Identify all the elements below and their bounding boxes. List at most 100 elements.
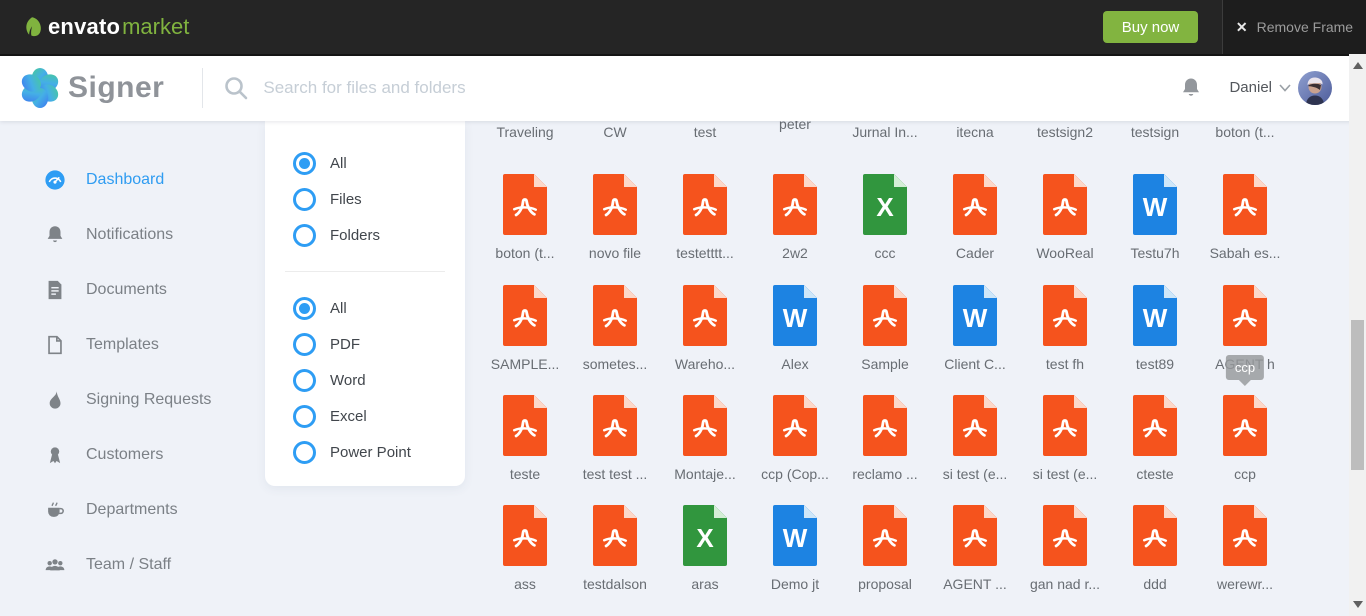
file-item[interactable]: ddd (1110, 505, 1200, 593)
file-row: SAMPLE... sometes... Wareho... W Alex Sample W… (480, 285, 1290, 373)
file-item[interactable]: W Testu7h (1110, 174, 1200, 262)
file-item[interactable]: Cader (930, 174, 1020, 262)
file-item[interactable]: teste (480, 395, 570, 483)
file-item[interactable]: boton (t... (480, 174, 570, 262)
file-type-glyph: W (1142, 302, 1168, 333)
file-name-label: Traveling (496, 124, 554, 140)
pdf-file-icon (1223, 505, 1267, 566)
file-item[interactable]: testetttt... (660, 174, 750, 262)
sidebar-item-label: Departments (86, 500, 178, 518)
radio-circle[interactable] (293, 296, 316, 320)
notifications-bell-icon[interactable] (1179, 76, 1203, 100)
file-row: teste test test ... Montaje... ccp (Cop... r… (480, 355, 1290, 483)
file-item[interactable]: gan nad r... (1020, 505, 1110, 593)
radio-circle[interactable] (293, 368, 316, 392)
filter-format-option-excel[interactable]: Excel (265, 398, 465, 434)
buy-now-button[interactable]: Buy now (1103, 11, 1198, 43)
file-item[interactable]: SAMPLE... (480, 285, 570, 373)
file-item[interactable]: si test (e... (930, 395, 1020, 483)
file-item[interactable]: werewr... (1200, 505, 1290, 593)
file-item[interactable]: W Client C... (930, 285, 1020, 373)
file-item[interactable]: 2w2 (750, 174, 840, 262)
file-item-partial[interactable]: itecna (930, 123, 1020, 141)
filter-type-option-files[interactable]: Files (265, 181, 465, 217)
filter-format-option-all[interactable]: All (265, 290, 465, 326)
user-menu[interactable]: Daniel (1229, 70, 1332, 105)
file-type-glyph (503, 395, 547, 456)
filter-format-option-power-point[interactable]: Power Point (265, 434, 465, 470)
file-name-label: teste (509, 466, 541, 482)
file-item[interactable]: Sabah es... (1200, 174, 1290, 262)
file-item[interactable]: ass (480, 505, 570, 593)
filter-type-option-folders[interactable]: Folders (265, 217, 465, 253)
file-item[interactable]: W Demo jt (750, 505, 840, 593)
radio-circle[interactable] (293, 404, 316, 428)
sidebar-item-notifications[interactable]: Notifications (0, 207, 256, 262)
filter-format-option-word[interactable]: Word (265, 362, 465, 398)
file-item[interactable]: test fh (1020, 285, 1110, 373)
radio-circle[interactable] (293, 440, 316, 464)
file-item[interactable]: Sample (840, 285, 930, 373)
file-item[interactable]: testdalson (570, 505, 660, 593)
file-item-partial[interactable]: Jurnal In... (840, 123, 930, 141)
scrollbar[interactable] (1349, 54, 1366, 616)
file-item[interactable]: Montaje... (660, 395, 750, 483)
file-item[interactable]: proposal (840, 505, 930, 593)
file-item-partial[interactable]: peter (750, 116, 840, 141)
file-item[interactable]: ccp (Cop... (750, 395, 840, 483)
file-item[interactable]: W Alex (750, 285, 840, 373)
pdf-file-icon (953, 174, 997, 235)
sidebar-item-customers[interactable]: Customers (0, 427, 256, 482)
radio-circle[interactable] (293, 223, 316, 247)
file-type-glyph (953, 395, 997, 456)
file-item[interactable]: reclamo ... (840, 395, 930, 483)
search-input[interactable] (261, 76, 866, 99)
envato-market-logo[interactable]: envato market (22, 14, 189, 40)
radio-circle[interactable] (293, 332, 316, 356)
sidebar-item-documents[interactable]: Documents (0, 262, 256, 317)
filter-type-option-all[interactable]: All (265, 145, 465, 181)
avatar[interactable] (1298, 70, 1332, 105)
signing-drop-icon (44, 389, 66, 411)
sidebar-item-templates[interactable]: Templates (0, 317, 256, 372)
filter-format-option-pdf[interactable]: PDF (265, 326, 465, 362)
file-name-label: ccp (1234, 466, 1256, 482)
pdf-file-icon (863, 505, 907, 566)
file-item-partial[interactable]: testsign2 (1020, 123, 1110, 141)
file-item[interactable]: AGENT ... (930, 505, 1020, 593)
sidebar-item-departments[interactable]: Departments (0, 482, 256, 537)
file-item[interactable]: Wareho... (660, 285, 750, 373)
sidebar-item-team-staff[interactable]: Team / Staff (0, 537, 256, 592)
file-item[interactable]: cteste (1110, 395, 1200, 483)
file-item[interactable]: si test (e... (1020, 395, 1110, 483)
file-type-glyph: W (962, 302, 988, 333)
filter-group-format: All PDF Word Excel Power Point (265, 290, 465, 470)
file-item-partial[interactable]: Traveling (480, 123, 570, 141)
file-type-glyph (863, 505, 907, 566)
radio-circle[interactable] (293, 151, 316, 175)
file-name-label: CW (603, 124, 627, 140)
file-item-partial[interactable]: boton (t... (1200, 123, 1290, 141)
scroll-down-arrow-icon[interactable] (1353, 601, 1363, 608)
file-name-label: testdalson (583, 576, 647, 592)
file-item-partial[interactable]: test (660, 123, 750, 141)
radio-circle[interactable] (293, 187, 316, 211)
file-name-label: novo file (588, 245, 642, 261)
scrollbar-thumb[interactable] (1351, 320, 1364, 470)
file-item[interactable]: test test ... (570, 395, 660, 483)
remove-frame-button[interactable]: ✕ Remove Frame (1222, 0, 1366, 54)
scroll-up-arrow-icon[interactable] (1353, 62, 1363, 69)
pdf-file-icon (953, 505, 997, 566)
file-name-label: Cader (955, 245, 995, 261)
file-item[interactable]: WooReal (1020, 174, 1110, 262)
file-item[interactable]: novo file (570, 174, 660, 262)
file-item[interactable]: ccp ccp (1200, 355, 1290, 483)
sidebar-item-dashboard[interactable]: Dashboard (0, 152, 256, 207)
file-item-partial[interactable]: testsign (1110, 123, 1200, 141)
file-item-partial[interactable]: CW (570, 123, 660, 141)
sidebar-item-signing-requests[interactable]: Signing Requests (0, 372, 256, 427)
file-item[interactable]: sometes... (570, 285, 660, 373)
